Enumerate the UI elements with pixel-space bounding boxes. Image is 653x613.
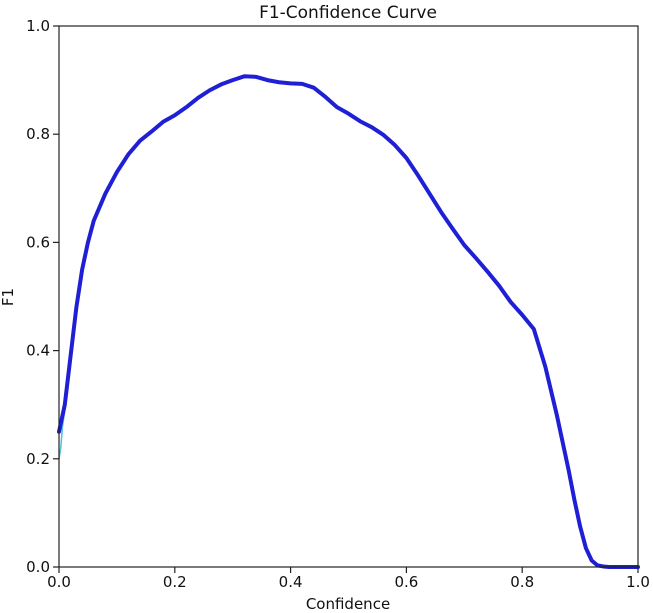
series-line-thick xyxy=(57,74,640,569)
x-tick-label-4: 0.8 xyxy=(510,573,534,591)
y-tick-label-2: 0.4 xyxy=(26,342,50,360)
plot-frame xyxy=(58,25,639,568)
x-tick-label-5: 1.0 xyxy=(626,573,650,591)
x-tick-label-1: 0.2 xyxy=(163,573,187,591)
x-tick-label-3: 0.6 xyxy=(394,573,418,591)
y-tick-label-0: 0.0 xyxy=(26,558,50,576)
y-tick-label-5: 1.0 xyxy=(26,17,50,35)
y-tick-label-4: 0.8 xyxy=(26,125,50,143)
y-tick-label-3: 0.6 xyxy=(26,233,50,251)
series-line-thin xyxy=(58,74,639,568)
series-layer xyxy=(57,74,640,569)
x-axis-label: Confidence xyxy=(306,595,390,613)
y-axis-label: F1 xyxy=(0,288,17,306)
tick-layer: 0.0 0.2 0.4 0.6 0.8 1.0 0.0 0.2 0.4 0.6 0.8 1.0 xyxy=(26,17,650,591)
x-tick-label-2: 0.4 xyxy=(279,573,303,591)
chart-title: F1-Confidence Curve xyxy=(259,3,437,23)
x-tick-label-0: 0.0 xyxy=(47,573,71,591)
y-tick-label-1: 0.2 xyxy=(26,450,50,468)
